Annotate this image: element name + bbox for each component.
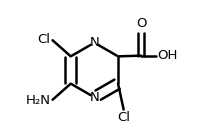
Text: Cl: Cl: [37, 33, 51, 46]
Text: N: N: [89, 91, 99, 104]
Text: Cl: Cl: [117, 111, 130, 124]
Text: N: N: [89, 36, 99, 49]
Text: OH: OH: [157, 49, 177, 62]
Text: O: O: [136, 17, 146, 30]
Text: H₂N: H₂N: [25, 94, 51, 107]
